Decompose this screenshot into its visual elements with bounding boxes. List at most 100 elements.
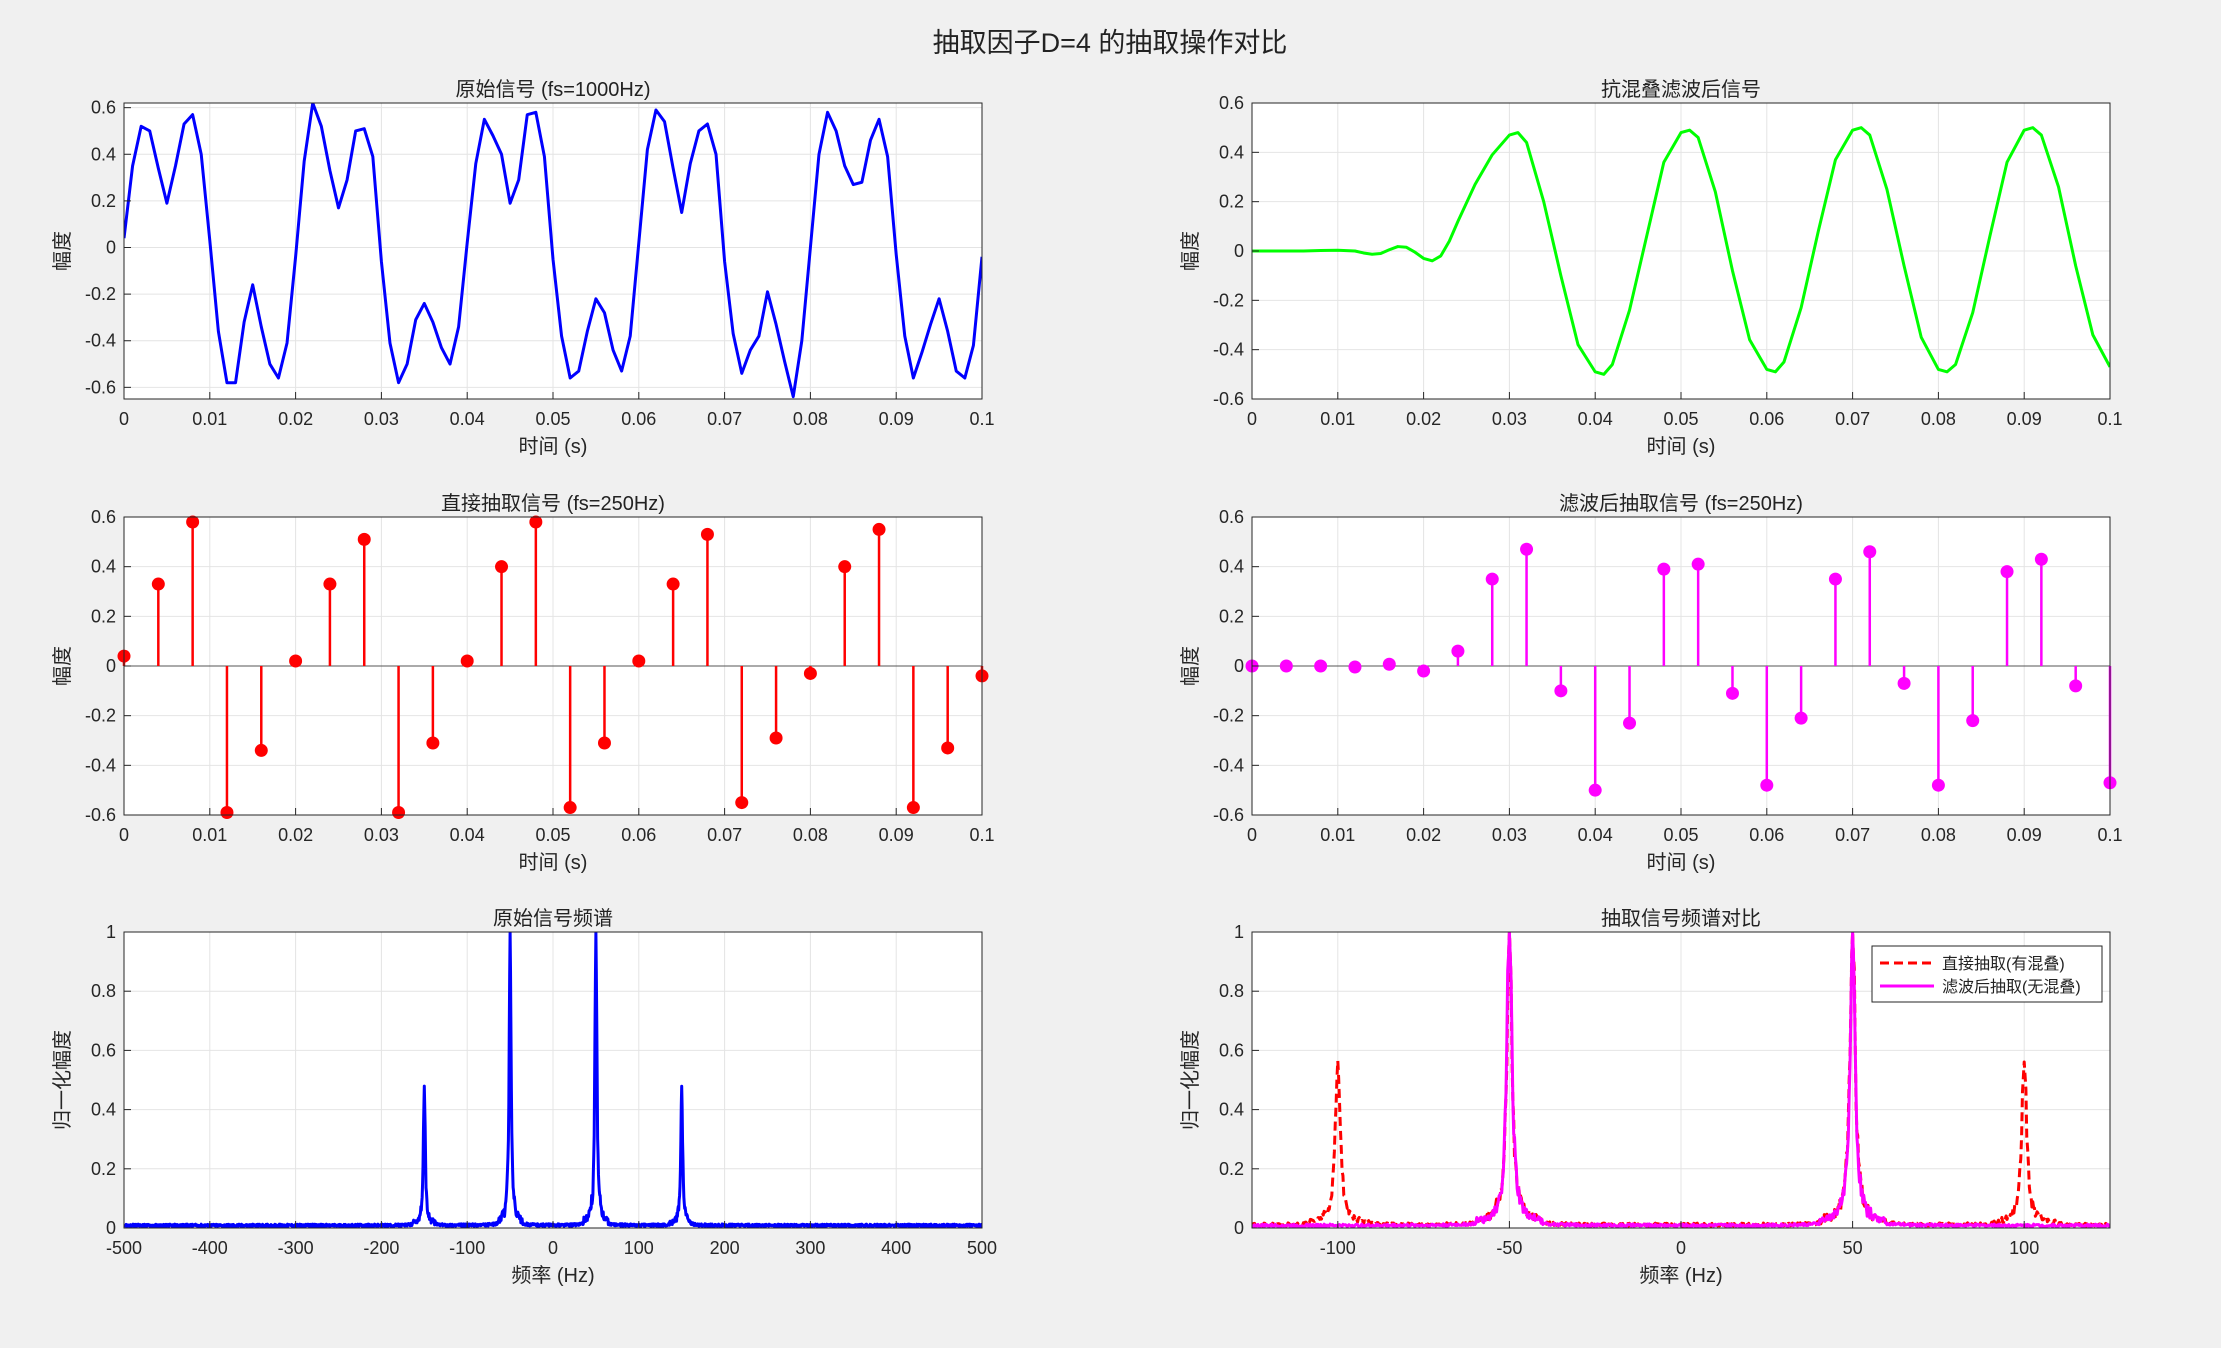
stem-marker <box>1348 660 1362 674</box>
x-tick-label: 0 <box>548 1238 558 1258</box>
y-tick-label: 1 <box>1234 922 1244 942</box>
x-tick-label: 0.04 <box>1578 825 1613 845</box>
y-tick-label: 0.4 <box>1219 557 1244 577</box>
x-tick-label: 0.03 <box>364 409 399 429</box>
stem-marker <box>769 731 783 745</box>
x-tick-label: 0 <box>1676 1238 1686 1258</box>
stem-marker <box>1382 657 1396 671</box>
y-tick-label: 0.6 <box>91 507 116 527</box>
chart-p4: 0 0.01 0.02 0.03 0.04 0.05 0.06 0.07 0.08 0.09 0.1… <box>1179 492 2123 874</box>
y-tick-label: -0.6 <box>1213 805 1244 825</box>
x-tick-label: 0.01 <box>1320 409 1355 429</box>
chart-title: 抗混叠滤波后信号 <box>1601 78 1761 101</box>
x-tick-label: 0.04 <box>450 825 485 845</box>
x-tick-label: 100 <box>624 1238 654 1258</box>
y-tick-label: 0.6 <box>91 1040 116 1060</box>
legend-label: 滤波后抽取(无混叠) <box>1942 978 2081 996</box>
stem-marker <box>2069 679 2083 693</box>
y-tick-label: 0.6 <box>1219 507 1244 527</box>
x-tick-label: -50 <box>1496 1238 1522 1258</box>
stem-marker <box>597 736 611 750</box>
x-tick-label: 0.01 <box>192 825 227 845</box>
y-tick-label: -0.6 <box>85 805 116 825</box>
x-tick-label: 0.06 <box>621 825 656 845</box>
x-axis-label: 时间 (s) <box>519 435 588 458</box>
stem-marker <box>1897 676 1911 690</box>
stem-marker <box>2034 552 2048 566</box>
x-tick-label: -500 <box>106 1238 142 1258</box>
y-axis-label: 归一化幅度 <box>1179 1030 1202 1130</box>
stem-marker <box>838 560 852 574</box>
stem-marker <box>1863 545 1877 559</box>
y-tick-label: 0.2 <box>91 1159 116 1179</box>
x-tick-label: 0.02 <box>1406 409 1441 429</box>
stem-marker <box>323 577 337 591</box>
y-axis-label: 幅度 <box>1179 231 1202 271</box>
figure-title: 抽取因子D=4 的抽取操作对比 <box>933 28 1288 58</box>
stem-marker <box>357 532 371 546</box>
x-tick-label: 0.1 <box>2097 825 2122 845</box>
y-tick-label: 1 <box>106 922 116 942</box>
x-tick-label: 0.02 <box>278 409 313 429</box>
x-tick-label: 0.07 <box>1835 409 1870 429</box>
legend-label: 直接抽取(有混叠) <box>1942 955 2065 973</box>
y-tick-label: 0.2 <box>91 606 116 626</box>
x-tick-label: 0.05 <box>535 409 570 429</box>
y-axis-label: 幅度 <box>51 646 74 686</box>
x-tick-label: 0.1 <box>969 409 994 429</box>
y-tick-label: 0 <box>1234 1218 1244 1238</box>
stem-marker <box>1520 542 1534 556</box>
x-tick-label: -400 <box>192 1238 228 1258</box>
stem-marker <box>1691 557 1705 571</box>
x-tick-label: 0.07 <box>1835 825 1870 845</box>
y-tick-label: 0.8 <box>91 981 116 1001</box>
y-tick-label: -0.2 <box>85 284 116 304</box>
y-tick-label: 0.2 <box>91 191 116 211</box>
y-tick-label: 0.4 <box>91 557 116 577</box>
stem-marker <box>289 654 303 668</box>
x-tick-label: 400 <box>881 1238 911 1258</box>
stem-marker <box>186 515 200 529</box>
y-tick-label: -0.6 <box>85 377 116 397</box>
x-tick-label: 0.04 <box>450 409 485 429</box>
stem-marker <box>1794 711 1808 725</box>
stem-marker <box>1588 783 1602 797</box>
chart-title: 直接抽取信号 (fs=250Hz) <box>441 492 665 515</box>
x-tick-label: 0.03 <box>1492 825 1527 845</box>
stem-marker <box>1451 644 1465 658</box>
x-tick-label: 0.1 <box>969 825 994 845</box>
y-tick-label: -0.4 <box>1213 340 1244 360</box>
x-tick-label: 0.08 <box>793 409 828 429</box>
chart-title: 原始信号 (fs=1000Hz) <box>455 78 650 101</box>
chart-p1: 0 0.01 0.02 0.03 0.04 0.05 0.06 0.07 0.08 0.09 0.1… <box>51 78 995 458</box>
x-tick-label: 0 <box>119 825 129 845</box>
x-axis-label: 时间 (s) <box>1647 851 1716 874</box>
y-tick-label: -0.6 <box>1213 389 1244 409</box>
stem-marker <box>803 666 817 680</box>
y-tick-label: -0.4 <box>85 755 116 775</box>
chart-p3: 0 0.01 0.02 0.03 0.04 0.05 0.06 0.07 0.08 0.09 0.1… <box>51 492 995 874</box>
stem-marker <box>563 801 577 815</box>
x-tick-label: 0 <box>1247 409 1257 429</box>
y-tick-label: 0 <box>106 1218 116 1238</box>
stem-marker <box>1657 562 1671 576</box>
series-group <box>1252 126 2110 376</box>
stem-marker <box>495 560 509 574</box>
x-tick-label: 0.08 <box>1921 409 1956 429</box>
stem-marker <box>1623 716 1637 730</box>
x-tick-label: 0.02 <box>1406 825 1441 845</box>
stem-marker <box>632 654 646 668</box>
stem-marker <box>1417 664 1431 678</box>
stem-marker <box>1554 684 1568 698</box>
x-tick-label: 200 <box>710 1238 740 1258</box>
stem-marker <box>1485 572 1499 586</box>
stem-marker <box>906 801 920 815</box>
stem-marker <box>941 741 955 755</box>
y-tick-label: 0.2 <box>1219 1159 1244 1179</box>
x-tick-label: 0.09 <box>2007 825 2042 845</box>
y-tick-label: 0 <box>106 656 116 676</box>
x-tick-label: -100 <box>1320 1238 1356 1258</box>
chart-title: 原始信号频谱 <box>493 907 613 930</box>
stem-marker <box>529 515 543 529</box>
